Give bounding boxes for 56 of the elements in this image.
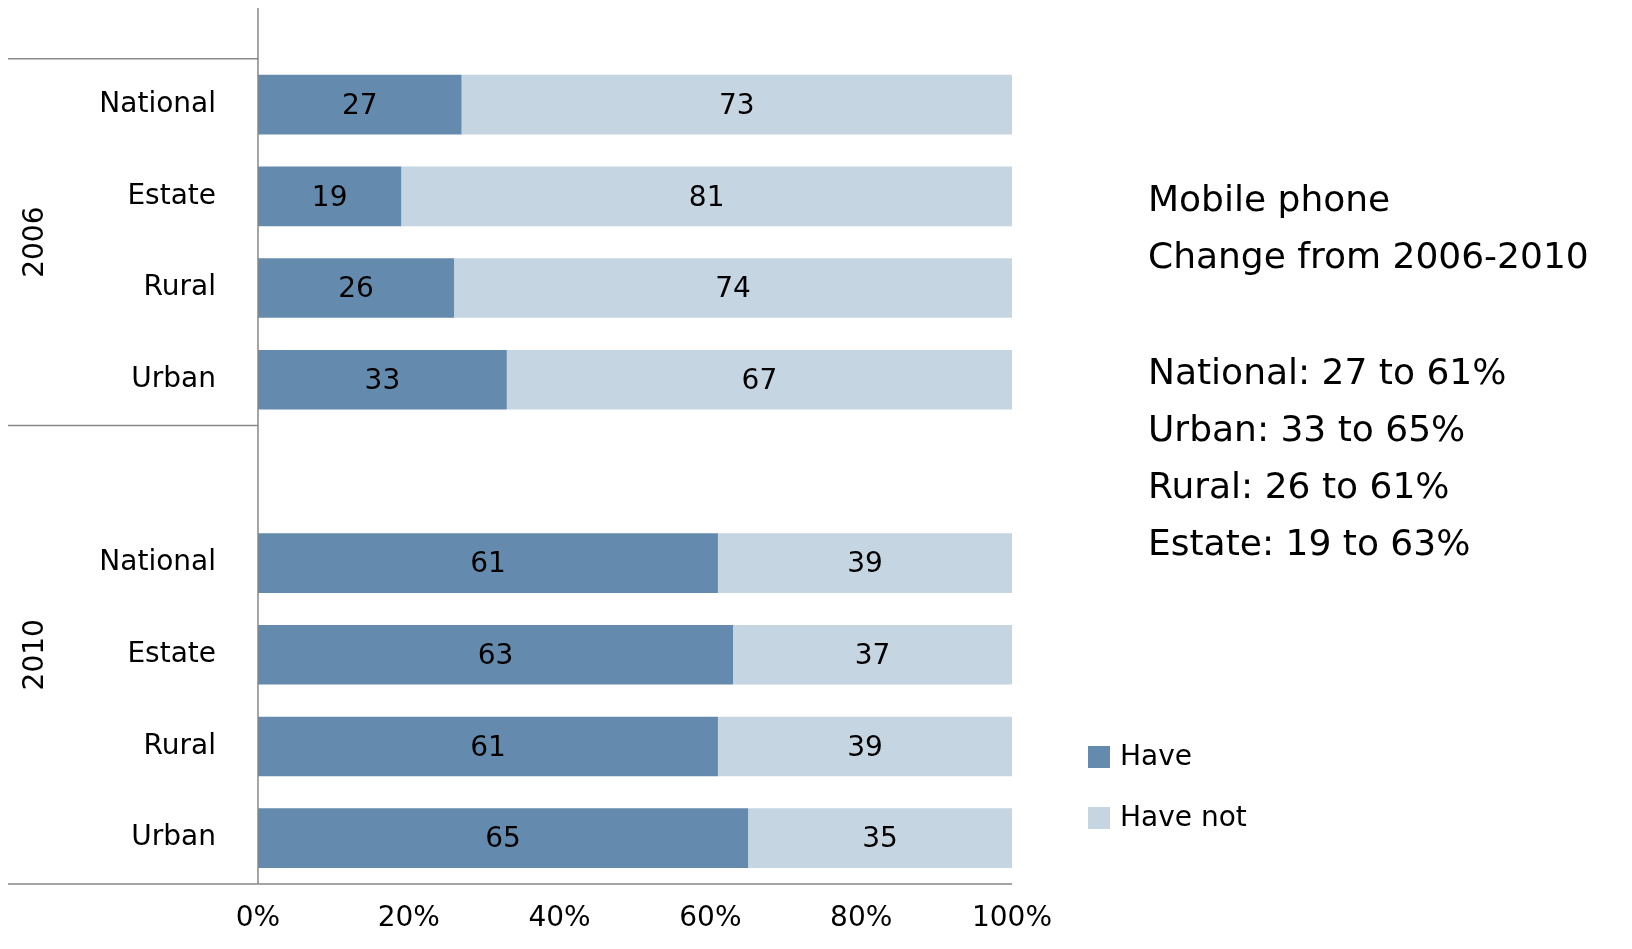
text: National: 27 to 61% <box>1148 350 1507 394</box>
data-label: 63 <box>477 638 514 672</box>
data-label: 73 <box>718 87 755 121</box>
data-label: 35 <box>862 821 898 855</box>
x-tick-label: 60% <box>679 900 742 934</box>
bar <box>258 808 749 868</box>
text: Urban: 33 to 65% <box>1148 407 1467 451</box>
text: 2010 <box>17 619 51 691</box>
text: Change from 2006-2010 <box>1148 234 1589 278</box>
data-label: 61 <box>470 546 506 580</box>
text: Rural: 26 to 61% <box>1148 464 1451 508</box>
data-label: 39 <box>847 546 883 580</box>
data-label: 19 <box>311 179 348 213</box>
bar <box>258 74 462 135</box>
y-tick-label: Urban <box>131 360 216 394</box>
data-label: 81 <box>688 179 725 213</box>
bar <box>717 716 1012 777</box>
bar <box>258 624 734 685</box>
x-tick-label: 80% <box>830 900 893 934</box>
bar <box>258 716 718 777</box>
y-tick-label: National <box>99 544 216 578</box>
y-tick-label: National <box>99 85 216 119</box>
y-tick-label: Estate <box>127 177 216 211</box>
legend-label: Have <box>1120 739 1193 773</box>
legend-label: Have not <box>1120 800 1247 834</box>
bar <box>461 74 1012 135</box>
data-label: 33 <box>364 362 401 396</box>
bar <box>733 624 1012 685</box>
y-tick-label: Rural <box>143 727 216 761</box>
text: 2006 <box>17 206 51 278</box>
data-label: 74 <box>715 271 751 305</box>
y-tick-label: Estate <box>127 636 216 670</box>
data-label: 65 <box>485 821 521 855</box>
x-tick-label: 20% <box>377 900 440 934</box>
bar <box>401 166 1012 227</box>
x-tick-label: 0% <box>235 900 281 934</box>
bar <box>454 258 1012 318</box>
x-tick-label: 40% <box>528 900 591 934</box>
data-label: 37 <box>854 638 891 672</box>
bar <box>717 533 1012 593</box>
bar <box>748 808 1012 868</box>
data-label: 39 <box>847 729 883 763</box>
data-label: 61 <box>470 729 506 763</box>
bar <box>258 533 718 593</box>
x-tick-label: 100% <box>971 900 1053 934</box>
data-label: 26 <box>338 271 374 305</box>
bar <box>258 349 507 410</box>
y-tick-label: Rural <box>143 269 216 303</box>
bar <box>258 258 455 318</box>
bar <box>258 166 402 227</box>
data-label: 27 <box>341 87 378 121</box>
bar <box>506 349 1012 410</box>
text: Mobile phone <box>1148 177 1392 221</box>
data-label: 67 <box>741 362 778 396</box>
y-tick-label: Urban <box>131 819 216 853</box>
text: Estate: 19 to 63% <box>1148 521 1472 565</box>
